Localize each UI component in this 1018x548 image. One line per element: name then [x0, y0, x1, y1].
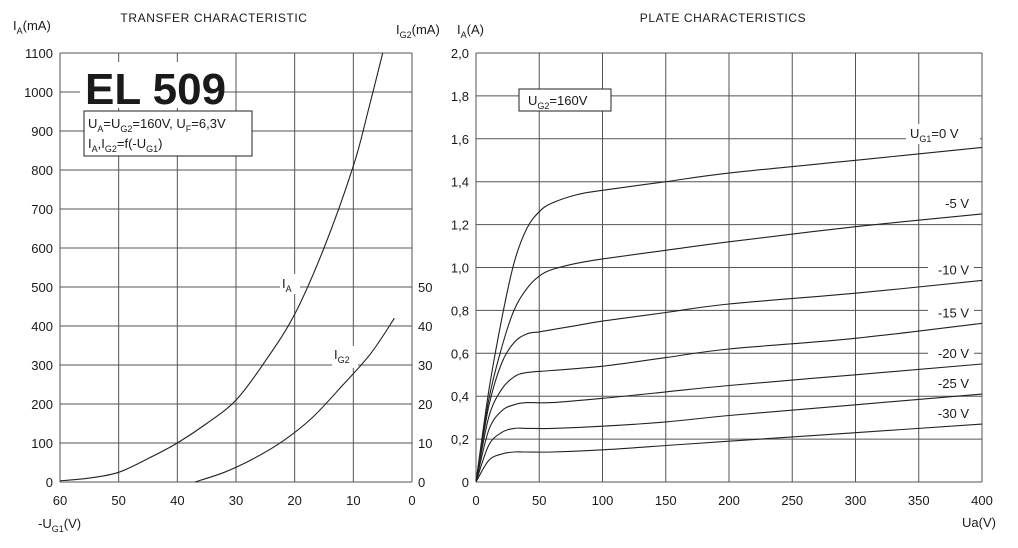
right-x-tick-label: 150	[655, 493, 677, 508]
left-y-tick-label: 300	[31, 358, 53, 373]
left-y-tick-label: 800	[31, 163, 53, 178]
series-label: -5 V	[945, 196, 969, 211]
series-label: -10 V	[938, 262, 969, 277]
series-label-bg	[928, 374, 974, 393]
left-y2-axis-label: IG2(mA)	[396, 22, 440, 40]
left-y2-tick-label: 40	[418, 319, 432, 334]
series-label-0: UG1=0 V	[910, 126, 959, 144]
left-grid	[59, 52, 413, 483]
left-series-ia-line	[59, 52, 384, 482]
right-y-axis-label: IA(A)	[457, 22, 484, 40]
series-label-bg	[928, 303, 974, 322]
left-y-tick-label: 0	[46, 475, 53, 490]
left-x-axis-label: -UG1(V)	[38, 516, 81, 534]
ia-label-bg	[280, 274, 300, 294]
right-y-tick-label: 1,8	[451, 89, 469, 104]
conditions-line-2: IA,IG2=f(-UG1)	[88, 136, 163, 154]
ig2-label-bg	[332, 346, 358, 368]
left-x-tick-label: 10	[346, 493, 360, 508]
left-x-tick-label: 50	[111, 493, 125, 508]
right-y-tick-label: 0	[462, 475, 469, 490]
right-series-labels: -5 V -10 V -15 V -20 V -25 V -30 V	[928, 193, 974, 423]
right-x-tick-label: 300	[845, 493, 867, 508]
left-y2-tick-label: 50	[418, 280, 432, 295]
plate-curve-6	[475, 423, 983, 483]
left-y2-tick-labels: 0 10 20 30 40 50	[418, 280, 432, 490]
left-y-tick-label: 1000	[24, 85, 53, 100]
plate-curve-4	[475, 363, 983, 483]
ug2-box	[518, 88, 612, 112]
left-y-tick-label: 500	[31, 280, 53, 295]
conditions-line-1: UA=UG2=160V, UF=6,3V	[88, 116, 226, 134]
left-x-tick-label: 0	[408, 493, 415, 508]
left-x-tick-labels: 60 50 40 30 20 10 0	[53, 493, 416, 508]
plate-characteristics-chart: PLATE CHARACTERISTICS IA(A) 0 50 100 150 200…	[451, 11, 996, 530]
right-y-tick-label: 1,2	[451, 218, 469, 233]
right-y-tick-label: 2,0	[451, 46, 469, 61]
plate-curve-1	[475, 213, 983, 483]
plate-curve-3	[475, 322, 983, 483]
right-x-axis-label: Ua(V)	[962, 515, 996, 530]
tube-label: EL 509	[85, 65, 226, 114]
left-y-tick-label: 600	[31, 241, 53, 256]
right-x-tick-label: 50	[532, 493, 546, 508]
right-y-tick-label: 1,4	[451, 175, 469, 190]
right-y-tick-label: 0,8	[451, 303, 469, 318]
plate-curve-2	[475, 279, 983, 483]
left-y-axis-label: IA(mA)	[13, 18, 51, 36]
right-y-tick-label: 0,4	[451, 389, 469, 404]
ia-curve-label: IA	[282, 276, 292, 294]
right-y-tick-label: 1,6	[451, 132, 469, 147]
series-label-bg	[928, 404, 974, 423]
right-x-tick-label: 400	[971, 493, 993, 508]
left-y-tick-label: 700	[31, 202, 53, 217]
conditions-box	[83, 110, 253, 157]
left-chart-title: TRANSFER CHARACTERISTIC	[120, 11, 307, 25]
series-label: -20 V	[938, 346, 969, 361]
right-x-tick-label: 250	[781, 493, 803, 508]
right-x-tick-label: 0	[472, 493, 479, 508]
left-y2-tick-label: 10	[418, 436, 432, 451]
left-y2-tick-label: 30	[418, 358, 432, 373]
left-y-tick-label: 200	[31, 397, 53, 412]
right-y-tick-label: 0,2	[451, 432, 469, 447]
left-y-tick-label: 1100	[25, 46, 53, 61]
right-x-tick-label: 350	[908, 493, 930, 508]
left-y2-tick-label: 0	[418, 475, 425, 490]
left-curves	[59, 52, 395, 483]
left-y-tick-label: 400	[31, 319, 53, 334]
tube-label-bg	[80, 62, 224, 108]
right-chart-title: PLATE CHARACTERISTICS	[640, 11, 806, 25]
left-series-ig2-line	[194, 317, 395, 483]
series-label-bg	[928, 344, 974, 363]
plate-curve-5	[475, 393, 983, 483]
left-x-tick-label: 40	[170, 493, 184, 508]
series-label-bg-0	[906, 124, 980, 144]
series-label: -30 V	[938, 406, 969, 421]
plate-curve-0	[475, 146, 983, 483]
left-x-tick-label: 60	[53, 493, 67, 508]
series-label: -25 V	[938, 376, 969, 391]
left-y2-tick-label: 20	[418, 397, 432, 412]
ig2-curve-label: IG2	[334, 347, 350, 365]
left-y-tick-label: 100	[31, 436, 53, 451]
series-label: -15 V	[938, 305, 969, 320]
series-label-bg	[928, 260, 974, 279]
right-y-tick-label: 0,6	[451, 346, 469, 361]
right-x-tick-label: 100	[592, 493, 614, 508]
transfer-characteristic-chart: TRANSFER CHARACTERISTIC IA(mA) IG2(mA) 6…	[13, 11, 440, 534]
left-y-tick-label: 900	[31, 124, 53, 139]
right-x-tick-labels: 0 50 100 150 200 250 300 350 400	[472, 493, 992, 508]
right-x-tick-label: 200	[718, 493, 740, 508]
right-y-tick-labels: 0 0,2 0,4 0,6 0,8 1,0 1,2 1,4 1,6 1,8 2,0	[451, 46, 469, 490]
left-y-tick-labels: 0 100 200 300 400 500 600 700 800 900 1000 1100	[24, 46, 53, 490]
series-label-bg	[928, 193, 974, 212]
right-curves	[475, 146, 983, 483]
right-grid	[475, 52, 983, 483]
right-y-tick-label: 1,0	[451, 261, 469, 276]
left-x-tick-label: 20	[287, 493, 301, 508]
ug2-box-label: UG2=160V	[528, 93, 588, 111]
left-x-tick-label: 30	[229, 493, 243, 508]
